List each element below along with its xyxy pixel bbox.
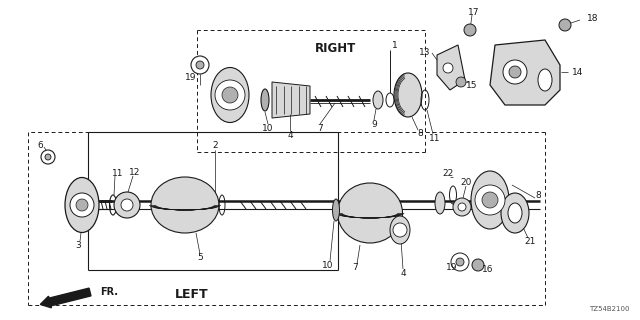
Ellipse shape	[390, 216, 410, 244]
Text: 8: 8	[535, 190, 541, 199]
Circle shape	[114, 192, 140, 218]
Text: 4: 4	[287, 131, 293, 140]
Circle shape	[451, 253, 469, 271]
Ellipse shape	[394, 73, 422, 117]
Circle shape	[456, 77, 466, 87]
Text: 15: 15	[467, 81, 477, 90]
Ellipse shape	[435, 192, 445, 214]
Text: 19: 19	[446, 263, 458, 273]
Ellipse shape	[501, 193, 529, 233]
Text: 10: 10	[323, 260, 333, 269]
Circle shape	[393, 223, 407, 237]
Text: FR.: FR.	[100, 287, 118, 297]
Text: 1: 1	[392, 41, 398, 50]
Ellipse shape	[151, 177, 219, 233]
Text: 13: 13	[419, 47, 430, 57]
Ellipse shape	[337, 183, 403, 243]
Text: 18: 18	[587, 13, 598, 22]
Text: 7: 7	[352, 263, 358, 273]
Ellipse shape	[373, 91, 383, 109]
Circle shape	[45, 154, 51, 160]
Text: 17: 17	[468, 7, 480, 17]
Circle shape	[453, 198, 471, 216]
Text: 2: 2	[212, 140, 218, 149]
Ellipse shape	[538, 69, 552, 91]
Text: RIGHT: RIGHT	[314, 42, 356, 54]
Circle shape	[475, 185, 505, 215]
Text: 7: 7	[317, 124, 323, 132]
Circle shape	[456, 258, 464, 266]
Text: 4: 4	[400, 268, 406, 277]
Polygon shape	[272, 82, 310, 118]
Text: 22: 22	[442, 169, 454, 178]
Circle shape	[196, 61, 204, 69]
Text: 14: 14	[572, 68, 584, 76]
Ellipse shape	[211, 68, 249, 123]
Text: 20: 20	[460, 178, 472, 187]
Circle shape	[443, 63, 453, 73]
Text: 3: 3	[75, 241, 81, 250]
Ellipse shape	[386, 93, 394, 107]
Circle shape	[41, 150, 55, 164]
Circle shape	[464, 24, 476, 36]
FancyArrow shape	[40, 288, 91, 308]
Text: 6: 6	[37, 140, 43, 149]
Text: 12: 12	[129, 167, 141, 177]
Circle shape	[222, 87, 238, 103]
Text: 19: 19	[184, 73, 196, 82]
Ellipse shape	[65, 178, 99, 233]
Circle shape	[472, 259, 484, 271]
Polygon shape	[437, 45, 465, 90]
Circle shape	[76, 199, 88, 211]
Ellipse shape	[333, 199, 339, 221]
Text: 10: 10	[262, 124, 274, 132]
Circle shape	[70, 193, 94, 217]
Circle shape	[503, 60, 527, 84]
Circle shape	[215, 80, 245, 110]
Circle shape	[509, 66, 521, 78]
Text: 11: 11	[429, 133, 441, 142]
Circle shape	[559, 19, 571, 31]
Circle shape	[191, 56, 209, 74]
Ellipse shape	[508, 203, 522, 223]
Text: 16: 16	[482, 266, 493, 275]
Text: 21: 21	[524, 237, 536, 246]
Circle shape	[121, 199, 133, 211]
Text: 9: 9	[371, 119, 377, 129]
Text: 8: 8	[417, 129, 423, 138]
Text: 11: 11	[112, 169, 124, 178]
Text: TZ54B2100: TZ54B2100	[589, 306, 630, 312]
Circle shape	[482, 192, 498, 208]
Text: LEFT: LEFT	[175, 289, 209, 301]
Text: 5: 5	[197, 253, 203, 262]
Ellipse shape	[261, 89, 269, 111]
Polygon shape	[490, 40, 560, 105]
Circle shape	[458, 203, 466, 211]
Ellipse shape	[471, 171, 509, 229]
